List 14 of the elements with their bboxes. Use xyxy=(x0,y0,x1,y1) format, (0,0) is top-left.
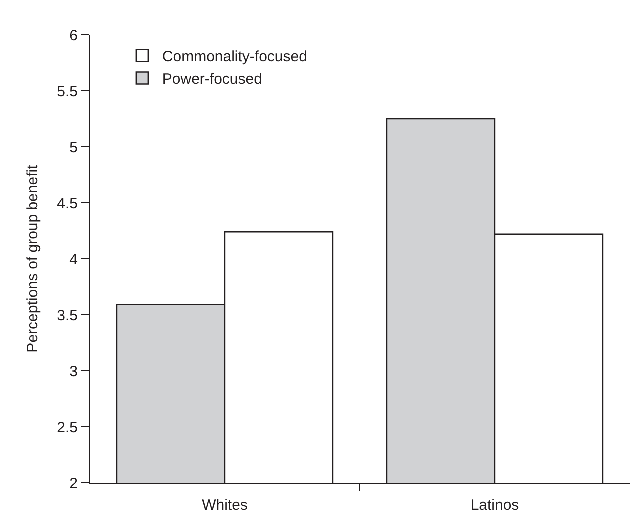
legend-label: Power-focused xyxy=(162,71,262,88)
legend-label: Commonality-focused xyxy=(162,48,308,66)
y-tick-label: 2 xyxy=(70,475,78,492)
x-tick-label: Whites xyxy=(202,497,248,514)
y-tick-label: 4.5 xyxy=(57,195,78,212)
y-tick-label: 5.5 xyxy=(57,83,78,100)
y-tick-label: 6 xyxy=(70,27,78,44)
y-tick-label: 3.5 xyxy=(57,307,78,324)
y-tick-label: 4 xyxy=(70,251,78,268)
y-tick-label: 5 xyxy=(70,139,78,156)
y-tick-label: 2.5 xyxy=(57,419,78,436)
y-tick-label: 3 xyxy=(70,363,78,380)
y-axis-title: Perceptions of group benefit xyxy=(24,164,42,353)
x-tick-label: Latinos xyxy=(470,497,520,514)
